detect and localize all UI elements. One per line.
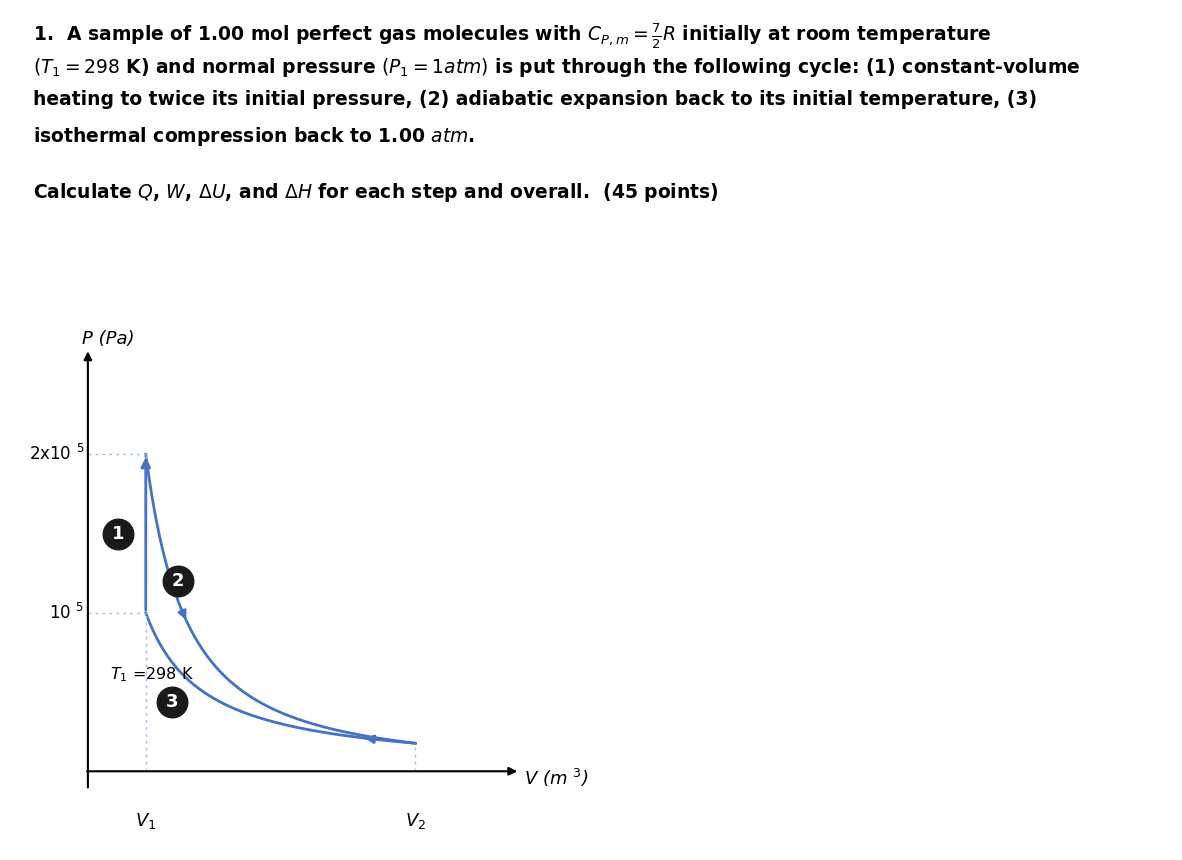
Text: $V_2$: $V_2$ [404, 811, 426, 831]
Text: 1: 1 [112, 525, 124, 543]
Text: $V_1$: $V_1$ [135, 811, 156, 831]
Text: $(T_1=298$ K) and normal pressure $(P_1=1atm)$ is put through the following cycl: $(T_1=298$ K) and normal pressure $(P_1=… [33, 56, 1080, 79]
Text: isothermal compression back to 1.00 $atm$.: isothermal compression back to 1.00 $atm… [33, 125, 475, 148]
Text: heating to twice its initial pressure, (2) adiabatic expansion back to its initi: heating to twice its initial pressure, (… [33, 90, 1038, 109]
Text: P (Pa): P (Pa) [82, 330, 135, 348]
Text: 2: 2 [171, 572, 184, 590]
Text: 2x10 $^5$: 2x10 $^5$ [28, 445, 84, 464]
Text: 1.  A sample of 1.00 mol perfect gas molecules with $C_{P,m} = \frac{7}{2}R$ ini: 1. A sample of 1.00 mol perfect gas mole… [33, 22, 992, 51]
Text: 3: 3 [165, 692, 178, 710]
Text: $T_1$ =298 K: $T_1$ =298 K [110, 665, 194, 684]
Text: V ($m$ $^3$): V ($m$ $^3$) [525, 766, 589, 789]
Text: 10 $^5$: 10 $^5$ [50, 603, 84, 623]
Text: Calculate $Q$, $W$, $\Delta U$, and $\Delta H$ for each step and overall.  (45 p: Calculate $Q$, $W$, $\Delta U$, and $\De… [33, 181, 719, 204]
